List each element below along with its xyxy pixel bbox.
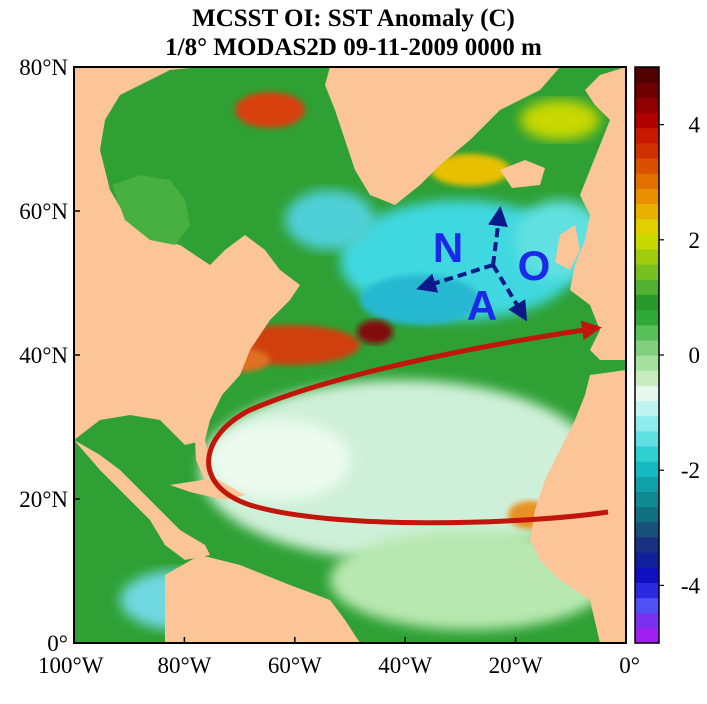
colorbar-swatch bbox=[635, 82, 659, 98]
lat-tick-label: 80°N bbox=[19, 55, 68, 80]
colorbar bbox=[635, 67, 659, 644]
iceland-land bbox=[500, 160, 545, 188]
colorbar-swatch bbox=[635, 461, 659, 477]
colorbar-swatch bbox=[635, 582, 659, 599]
lon-tick-label: 80°W bbox=[157, 653, 211, 678]
labrador-cool bbox=[285, 190, 375, 250]
central-america-land bbox=[74, 440, 210, 560]
lon-tick-label: 40°W bbox=[378, 653, 432, 678]
colorbar-swatch bbox=[635, 385, 659, 402]
colorbar-swatch bbox=[635, 521, 659, 538]
map-area bbox=[74, 67, 626, 643]
lat-tick-label: 60°N bbox=[19, 199, 68, 224]
africa-land bbox=[530, 370, 626, 643]
colorbar-swatch bbox=[635, 157, 659, 174]
colorbar-swatch bbox=[635, 597, 659, 614]
letter-a: A bbox=[467, 282, 497, 329]
colorbar-swatch bbox=[635, 97, 659, 114]
colorbar-swatch bbox=[635, 203, 659, 220]
colorbar-swatch bbox=[635, 279, 659, 295]
warm-arctic bbox=[235, 92, 305, 128]
colorbar-swatch bbox=[635, 248, 659, 265]
colorbar-ticks: 4 2 0 -2 -4 bbox=[659, 113, 701, 598]
colorbar-swatch bbox=[635, 309, 659, 326]
colorbar-swatch bbox=[635, 127, 659, 144]
colorbar-swatch bbox=[635, 370, 659, 386]
map-title-line-2: 1/8° MODAS2D 09-11-2009 0000 m bbox=[165, 34, 542, 61]
lon-tick-label: 0° bbox=[619, 653, 640, 678]
colorbar-tick-label: 2 bbox=[689, 228, 701, 253]
colorbar-swatch bbox=[635, 264, 659, 280]
map-title-line-1: MCSST OI: SST Anomaly (C) bbox=[192, 5, 515, 32]
lon-tick-label: 100°W bbox=[38, 653, 104, 678]
latitude-ticks: 80°N 60°N 40°N 20°N 0° bbox=[19, 55, 80, 656]
colorbar-swatch bbox=[635, 339, 659, 356]
lat-tick-label: 40°N bbox=[19, 343, 68, 368]
colorbar-swatch bbox=[635, 355, 659, 371]
lon-tick-label: 20°W bbox=[489, 653, 543, 678]
colorbar-swatch bbox=[635, 173, 659, 189]
gyre-core bbox=[210, 420, 350, 500]
arrow-north bbox=[488, 206, 508, 266]
colorbar-tick-label: -2 bbox=[681, 458, 700, 483]
yellow-irminger bbox=[430, 154, 510, 186]
lat-tick-label: 0° bbox=[47, 631, 68, 656]
colorbar-tick-label: -4 bbox=[681, 573, 701, 598]
colorbar-swatch bbox=[635, 445, 659, 462]
letter-n: N bbox=[433, 224, 463, 271]
colorbar-swatch bbox=[635, 142, 659, 159]
colorbar-swatch bbox=[635, 112, 659, 129]
british-isles-land bbox=[555, 225, 580, 270]
greenland-land bbox=[325, 67, 560, 205]
colorbar-swatch bbox=[635, 627, 659, 644]
longitude-ticks: 100°W 80°W 60°W 40°W 20°W 0° bbox=[38, 637, 640, 678]
colorbar-swatch bbox=[635, 294, 659, 311]
arrow-southeast bbox=[491, 263, 528, 322]
colorbar-swatch bbox=[635, 536, 659, 553]
letter-o: O bbox=[518, 242, 551, 289]
yellow-north bbox=[520, 100, 600, 140]
colorbar-tick-label: 4 bbox=[689, 113, 701, 138]
subtropical-gyre-arrow bbox=[206, 320, 609, 526]
cool-core bbox=[360, 275, 480, 325]
arrow-west bbox=[416, 263, 494, 293]
north-america-land bbox=[74, 67, 300, 445]
lat-tick-label: 20°N bbox=[19, 487, 68, 512]
colorbar-tick-label: 0 bbox=[689, 343, 701, 368]
colorbar-swatch bbox=[635, 67, 659, 83]
colorbar-swatch bbox=[635, 476, 659, 493]
warm-core bbox=[357, 320, 393, 344]
colorbar-swatch bbox=[635, 415, 659, 432]
colorbar-swatch bbox=[635, 400, 659, 417]
colorbar-swatch bbox=[635, 506, 659, 523]
colorbar-swatch bbox=[635, 218, 659, 235]
lon-tick-label: 60°W bbox=[268, 653, 322, 678]
nao-arrows bbox=[416, 206, 528, 322]
europe-land bbox=[570, 67, 626, 360]
colorbar-swatch bbox=[635, 491, 659, 508]
colorbar-swatch bbox=[635, 430, 659, 447]
colorbar-swatch bbox=[635, 567, 659, 583]
colorbar-swatch bbox=[635, 612, 659, 629]
colorbar-swatch bbox=[635, 324, 659, 341]
colorbar-swatch bbox=[635, 188, 659, 205]
hudson-bay bbox=[112, 175, 190, 245]
colorbar-swatch bbox=[635, 552, 659, 568]
south-america-land bbox=[165, 555, 360, 643]
colorbar-swatch bbox=[635, 233, 659, 250]
